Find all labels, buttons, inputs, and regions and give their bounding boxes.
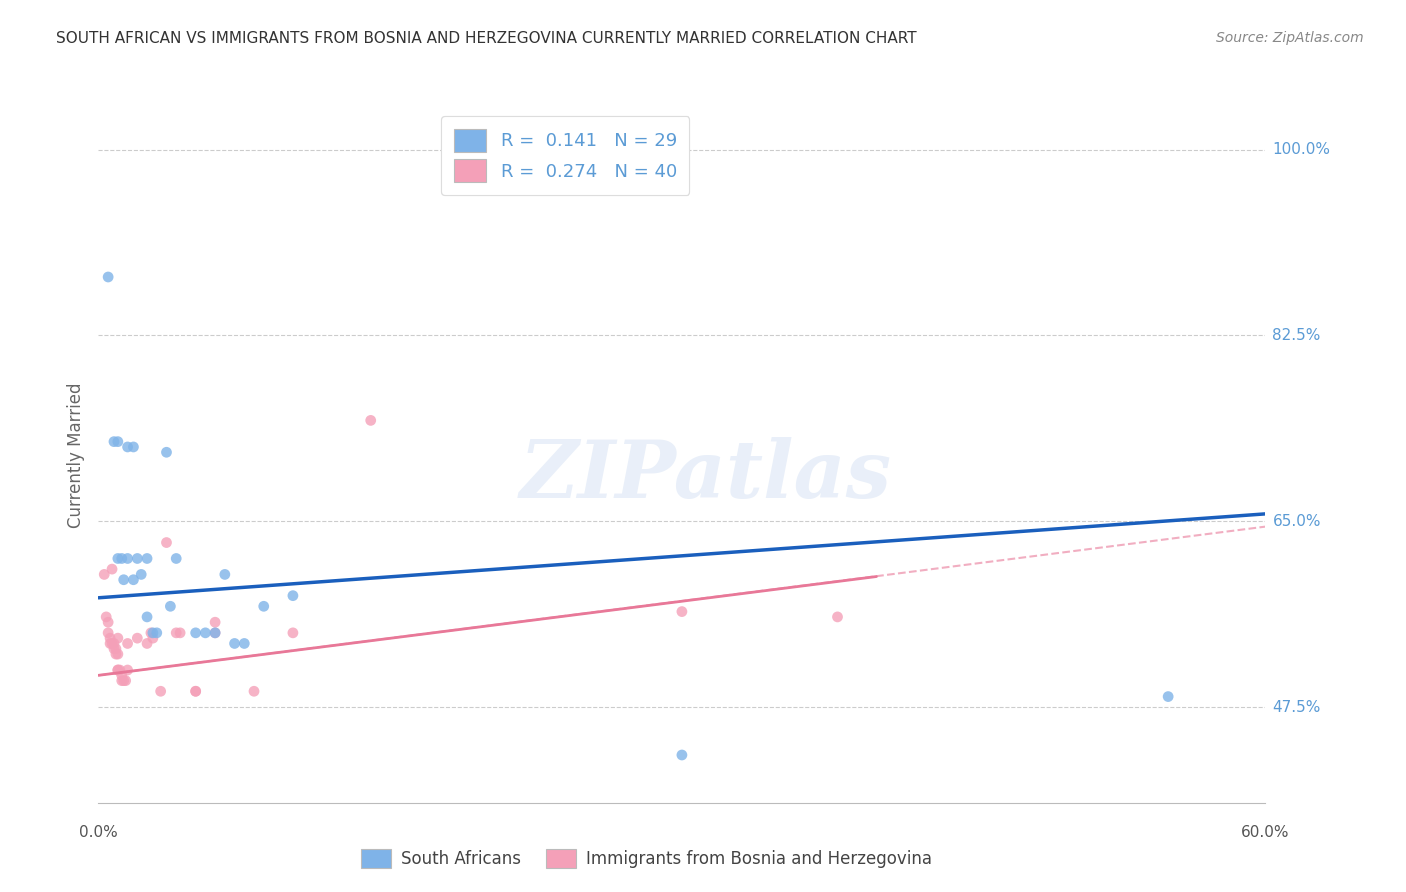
- Point: [360, 413, 382, 427]
- Point: [114, 673, 136, 688]
- Point: [142, 625, 165, 640]
- Text: ZIPatlas: ZIPatlas: [519, 437, 891, 515]
- Point: [103, 636, 125, 650]
- Text: 100.0%: 100.0%: [1272, 142, 1330, 157]
- Point: [103, 641, 125, 656]
- Point: [139, 625, 162, 640]
- Text: 65.0%: 65.0%: [1272, 514, 1320, 529]
- Point: [107, 647, 129, 661]
- Point: [101, 636, 124, 650]
- Point: [149, 684, 172, 698]
- Text: SOUTH AFRICAN VS IMMIGRANTS FROM BOSNIA AND HERZEGOVINA CURRENTLY MARRIED CORREL: SOUTH AFRICAN VS IMMIGRANTS FROM BOSNIA …: [56, 31, 917, 46]
- Text: 0.0%: 0.0%: [79, 825, 118, 840]
- Point: [107, 434, 129, 449]
- Legend: R =  0.141   N = 29, R =  0.274   N = 40: R = 0.141 N = 29, R = 0.274 N = 40: [441, 116, 689, 195]
- Text: 60.0%: 60.0%: [1241, 825, 1289, 840]
- Text: Source: ZipAtlas.com: Source: ZipAtlas.com: [1216, 31, 1364, 45]
- Text: 82.5%: 82.5%: [1272, 328, 1320, 343]
- Point: [107, 663, 129, 677]
- Point: [103, 434, 125, 449]
- Point: [671, 605, 693, 619]
- Point: [224, 636, 246, 650]
- Point: [112, 573, 135, 587]
- Point: [97, 270, 120, 285]
- Point: [117, 636, 139, 650]
- Point: [97, 615, 120, 630]
- Point: [155, 535, 177, 549]
- Point: [93, 567, 115, 582]
- Point: [117, 663, 139, 677]
- Point: [243, 684, 266, 698]
- Point: [155, 445, 177, 459]
- Point: [671, 747, 693, 762]
- Point: [194, 625, 217, 640]
- Point: [184, 684, 207, 698]
- Point: [98, 636, 121, 650]
- Point: [111, 673, 134, 688]
- Point: [165, 551, 187, 566]
- Point: [184, 684, 207, 698]
- Point: [142, 631, 165, 645]
- Point: [112, 673, 135, 688]
- Point: [827, 610, 849, 624]
- Point: [233, 636, 256, 650]
- Point: [117, 440, 139, 454]
- Point: [104, 641, 127, 656]
- Point: [111, 668, 134, 682]
- Point: [108, 663, 131, 677]
- Point: [129, 567, 152, 582]
- Point: [169, 625, 191, 640]
- Point: [111, 551, 134, 566]
- Point: [117, 551, 139, 566]
- Y-axis label: Currently Married: Currently Married: [66, 382, 84, 528]
- Point: [136, 551, 159, 566]
- Point: [122, 440, 145, 454]
- Point: [146, 625, 169, 640]
- Point: [136, 636, 159, 650]
- Point: [253, 599, 276, 614]
- Point: [122, 573, 145, 587]
- Point: [204, 615, 226, 630]
- Point: [127, 631, 149, 645]
- Text: 47.5%: 47.5%: [1272, 699, 1320, 714]
- Point: [107, 551, 129, 566]
- Point: [281, 589, 304, 603]
- Point: [101, 562, 124, 576]
- Point: [97, 625, 120, 640]
- Legend: South Africans, Immigrants from Bosnia and Herzegovina: South Africans, Immigrants from Bosnia a…: [354, 842, 939, 875]
- Point: [98, 631, 121, 645]
- Point: [107, 663, 129, 677]
- Point: [104, 647, 127, 661]
- Point: [159, 599, 181, 614]
- Point: [204, 625, 226, 640]
- Point: [107, 631, 129, 645]
- Point: [136, 610, 159, 624]
- Point: [165, 625, 187, 640]
- Point: [204, 625, 226, 640]
- Point: [184, 625, 207, 640]
- Point: [96, 610, 118, 624]
- Point: [214, 567, 236, 582]
- Point: [281, 625, 304, 640]
- Point: [127, 551, 149, 566]
- Point: [1157, 690, 1180, 704]
